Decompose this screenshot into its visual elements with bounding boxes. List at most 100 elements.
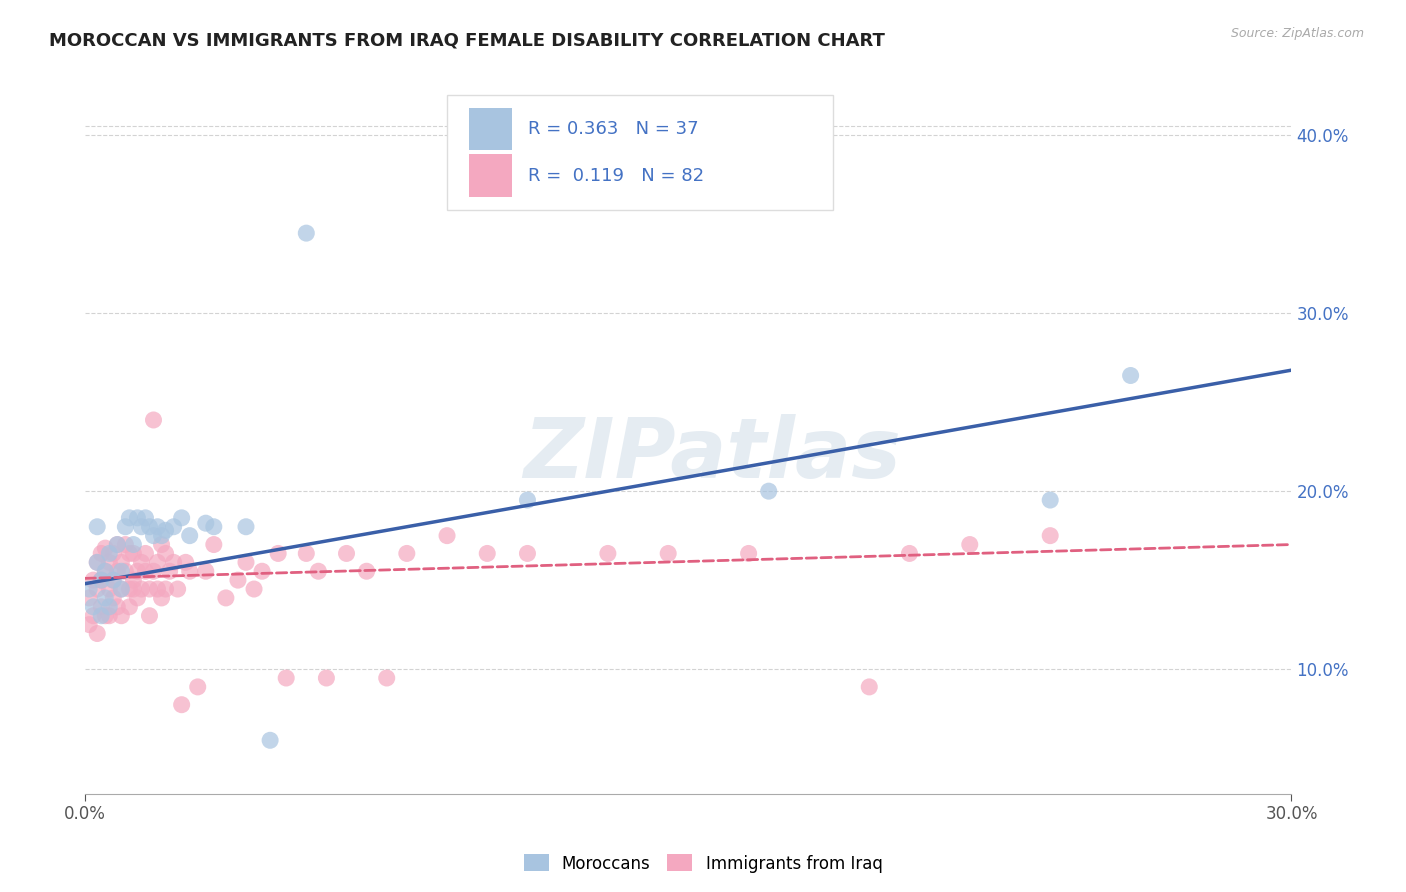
Moroccans — [105, 537, 128, 551]
Moroccans — [1119, 368, 1142, 383]
Immigrants from Iraq — [858, 680, 880, 694]
Moroccans — [134, 511, 156, 525]
Moroccans — [146, 520, 169, 534]
Text: MOROCCAN VS IMMIGRANTS FROM IRAQ FEMALE DISABILITY CORRELATION CHART: MOROCCAN VS IMMIGRANTS FROM IRAQ FEMALE … — [49, 31, 886, 49]
Text: R =  0.119   N = 82: R = 0.119 N = 82 — [527, 167, 704, 185]
Moroccans — [114, 520, 136, 534]
Immigrants from Iraq — [596, 546, 619, 560]
Text: R = 0.363   N = 37: R = 0.363 N = 37 — [527, 120, 699, 138]
Immigrants from Iraq — [105, 537, 128, 551]
Immigrants from Iraq — [162, 555, 184, 569]
Text: Source: ZipAtlas.com: Source: ZipAtlas.com — [1230, 27, 1364, 40]
Immigrants from Iraq — [110, 582, 132, 596]
Immigrants from Iraq — [142, 564, 165, 578]
Immigrants from Iraq — [187, 680, 209, 694]
Immigrants from Iraq — [82, 608, 104, 623]
Moroccans — [131, 520, 153, 534]
Immigrants from Iraq — [98, 608, 121, 623]
Immigrants from Iraq — [243, 582, 266, 596]
Immigrants from Iraq — [98, 555, 121, 569]
Immigrants from Iraq — [516, 546, 538, 560]
Immigrants from Iraq — [127, 591, 149, 605]
Immigrants from Iraq — [105, 599, 128, 614]
Immigrants from Iraq — [356, 564, 378, 578]
Immigrants from Iraq — [127, 564, 149, 578]
Immigrants from Iraq — [159, 564, 181, 578]
Immigrants from Iraq — [315, 671, 337, 685]
Immigrants from Iraq — [276, 671, 298, 685]
Moroccans — [86, 555, 108, 569]
Immigrants from Iraq — [215, 591, 238, 605]
Moroccans — [77, 582, 100, 596]
Immigrants from Iraq — [90, 573, 112, 587]
Immigrants from Iraq — [86, 626, 108, 640]
Immigrants from Iraq — [174, 555, 197, 569]
Immigrants from Iraq — [90, 599, 112, 614]
Immigrants from Iraq — [82, 573, 104, 587]
Moroccans — [98, 546, 121, 560]
Moroccans — [150, 529, 173, 543]
Immigrants from Iraq — [150, 591, 173, 605]
Immigrants from Iraq — [86, 582, 108, 596]
Moroccans — [90, 608, 112, 623]
Moroccans — [118, 511, 141, 525]
Immigrants from Iraq — [103, 573, 125, 587]
Immigrants from Iraq — [267, 546, 290, 560]
Immigrants from Iraq — [155, 582, 177, 596]
Moroccans — [90, 573, 112, 587]
Moroccans — [94, 591, 117, 605]
Immigrants from Iraq — [166, 582, 188, 596]
Immigrants from Iraq — [103, 591, 125, 605]
Moroccans — [103, 573, 125, 587]
Immigrants from Iraq — [94, 541, 117, 555]
Moroccans — [1039, 493, 1062, 508]
Immigrants from Iraq — [94, 564, 117, 578]
Immigrants from Iraq — [477, 546, 499, 560]
Moroccans — [127, 511, 149, 525]
Immigrants from Iraq — [657, 546, 679, 560]
Immigrants from Iraq — [146, 555, 169, 569]
Moroccans — [235, 520, 257, 534]
Moroccans — [758, 484, 780, 499]
Moroccans — [162, 520, 184, 534]
Moroccans — [122, 537, 145, 551]
Immigrants from Iraq — [375, 671, 398, 685]
Immigrants from Iraq — [146, 582, 169, 596]
FancyBboxPatch shape — [468, 154, 512, 197]
Immigrants from Iraq — [86, 555, 108, 569]
Immigrants from Iraq — [226, 573, 249, 587]
Moroccans — [170, 511, 193, 525]
FancyBboxPatch shape — [468, 108, 512, 150]
Immigrants from Iraq — [307, 564, 329, 578]
Moroccans — [82, 599, 104, 614]
Moroccans — [194, 516, 217, 531]
Immigrants from Iraq — [118, 599, 141, 614]
Immigrants from Iraq — [138, 582, 160, 596]
Immigrants from Iraq — [142, 413, 165, 427]
Immigrants from Iraq — [202, 537, 225, 551]
Moroccans — [155, 524, 177, 538]
Moroccans — [94, 564, 117, 578]
Immigrants from Iraq — [98, 582, 121, 596]
Immigrants from Iraq — [335, 546, 357, 560]
Immigrants from Iraq — [898, 546, 921, 560]
Moroccans — [86, 520, 108, 534]
Immigrants from Iraq — [131, 555, 153, 569]
Immigrants from Iraq — [122, 546, 145, 560]
Immigrants from Iraq — [94, 608, 117, 623]
Moroccans — [138, 520, 160, 534]
Immigrants from Iraq — [134, 546, 156, 560]
Immigrants from Iraq — [959, 537, 981, 551]
Immigrants from Iraq — [138, 608, 160, 623]
Moroccans — [110, 582, 132, 596]
Immigrants from Iraq — [737, 546, 759, 560]
Immigrants from Iraq — [103, 546, 125, 560]
Immigrants from Iraq — [295, 546, 318, 560]
Immigrants from Iraq — [114, 564, 136, 578]
Immigrants from Iraq — [436, 529, 458, 543]
Immigrants from Iraq — [90, 546, 112, 560]
Immigrants from Iraq — [235, 555, 257, 569]
Text: ZIPatlas: ZIPatlas — [523, 415, 901, 495]
Immigrants from Iraq — [250, 564, 273, 578]
Moroccans — [295, 226, 318, 240]
